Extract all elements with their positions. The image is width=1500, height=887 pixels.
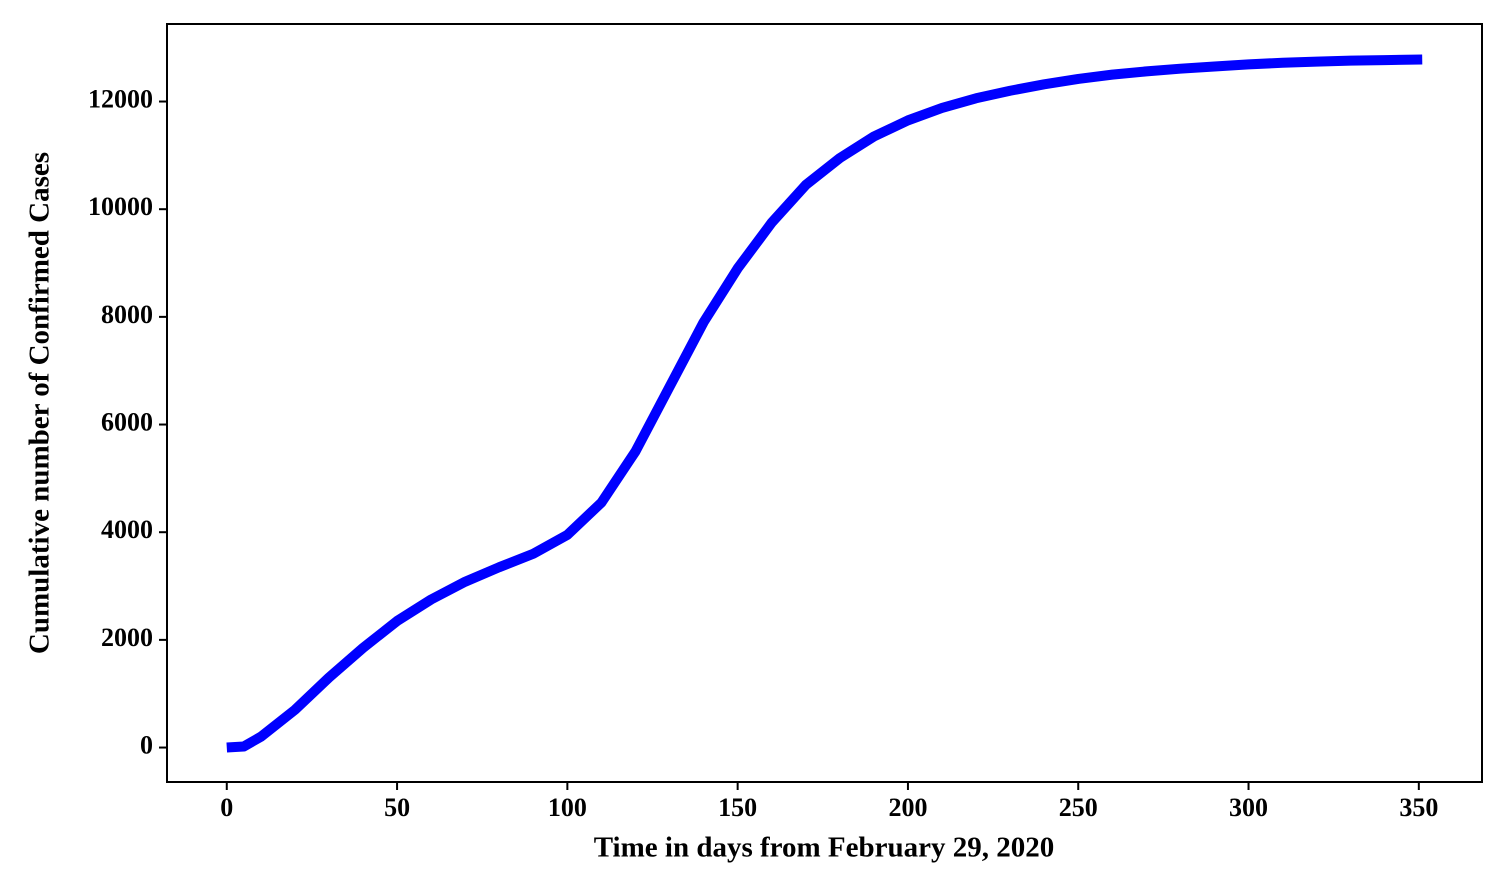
x-tick-label: 150: [718, 793, 757, 822]
y-axis-label: Cumulative number of Confirmed Cases: [24, 152, 56, 654]
data-line: [226, 54, 1423, 753]
plot-frame: [166, 23, 1483, 783]
y-tick-label: 0: [140, 731, 153, 760]
x-tick-label: 350: [1399, 793, 1438, 822]
y-tick-label: 2000: [101, 623, 153, 652]
x-tick-label: 250: [1059, 793, 1098, 822]
y-tick-label: 4000: [101, 515, 153, 544]
y-tick-label: 6000: [101, 408, 153, 437]
y-tick-label: 10000: [88, 192, 153, 221]
x-tick-label: 0: [220, 793, 233, 822]
x-tick-label: 100: [548, 793, 587, 822]
x-axis-label: Time in days from February 29, 2020: [594, 832, 1055, 864]
x-tick-label: 200: [888, 793, 927, 822]
x-tick-label: 300: [1229, 793, 1268, 822]
x-tick-label: 50: [384, 793, 410, 822]
y-tick-label: 12000: [88, 84, 153, 113]
y-tick-label: 8000: [101, 300, 153, 329]
